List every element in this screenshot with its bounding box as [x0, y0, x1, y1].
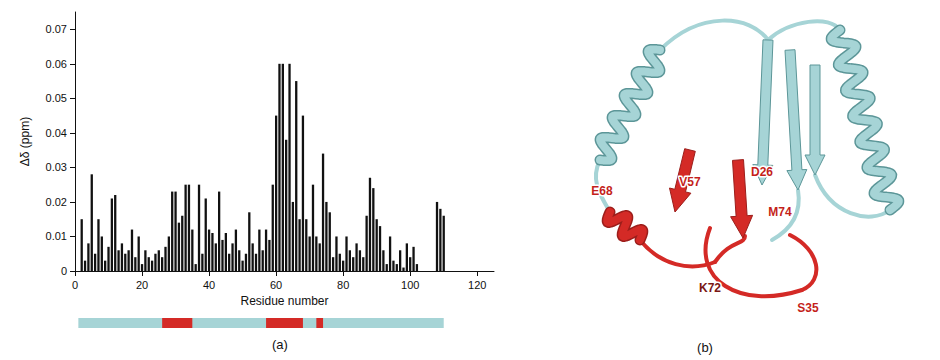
svg-text:E68: E68 — [591, 184, 613, 198]
svg-text:0.04: 0.04 — [46, 127, 67, 139]
svg-text:0.02: 0.02 — [46, 196, 67, 208]
svg-text:0: 0 — [61, 265, 67, 277]
svg-text:0: 0 — [72, 279, 78, 291]
svg-text:20: 20 — [136, 279, 148, 291]
svg-text:(a): (a) — [272, 337, 288, 352]
svg-text:0.05: 0.05 — [46, 92, 67, 104]
svg-text:V57: V57 — [679, 175, 701, 189]
svg-text:D26: D26 — [751, 165, 773, 179]
svg-text:80: 80 — [337, 279, 349, 291]
svg-text:120: 120 — [468, 279, 486, 291]
svg-text:Residue number: Residue number — [240, 294, 328, 308]
svg-text:100: 100 — [401, 279, 419, 291]
svg-text:60: 60 — [270, 279, 282, 291]
svg-text:M74: M74 — [768, 205, 792, 219]
svg-text:(b): (b) — [697, 340, 713, 355]
svg-text:Δδ (ppm): Δδ (ppm) — [18, 117, 32, 166]
svg-text:S35: S35 — [797, 301, 819, 315]
svg-text:40: 40 — [203, 279, 215, 291]
svg-text:0.01: 0.01 — [46, 230, 67, 242]
svg-text:0.07: 0.07 — [46, 23, 67, 35]
svg-text:0.06: 0.06 — [46, 58, 67, 70]
svg-text:K72: K72 — [699, 281, 721, 295]
svg-text:0.03: 0.03 — [46, 161, 67, 173]
